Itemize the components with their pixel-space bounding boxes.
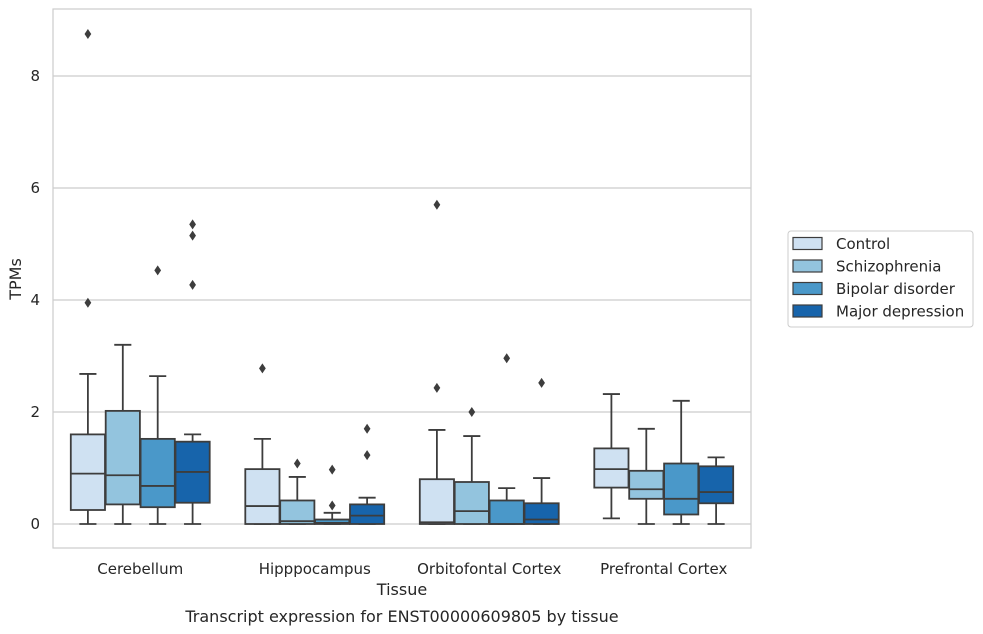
box-group: [418, 199, 455, 525]
box-group: [314, 464, 351, 525]
legend-label: Major depression: [836, 303, 964, 321]
outlier-point: [433, 199, 441, 210]
x-axis-label: Tissue: [376, 580, 427, 599]
box-group: [69, 29, 106, 525]
x-tick-label: Cerebellum: [97, 560, 183, 578]
boxes: [69, 29, 735, 525]
box-group: [104, 343, 141, 525]
box: [418, 478, 455, 525]
outlier-point: [84, 297, 92, 308]
outlier-point: [363, 450, 371, 461]
gridlines: [53, 75, 751, 525]
outlier-point: [84, 29, 92, 39]
outlier-point: [433, 382, 441, 393]
legend-label: Schizophrenia: [836, 258, 941, 276]
y-tick-label: 4: [30, 291, 40, 309]
box-group: [698, 456, 735, 525]
outlier-point: [189, 230, 196, 241]
y-axis-ticks: 0 2 4 6 8: [30, 67, 40, 533]
outlier-point: [538, 377, 545, 388]
outlier-point: [328, 464, 336, 475]
y-tick-label: 2: [30, 403, 40, 421]
box-group: [628, 427, 665, 525]
box: [453, 481, 490, 525]
y-tick-label: 8: [30, 67, 40, 85]
box: [349, 503, 386, 525]
box: [69, 433, 106, 511]
outlier-point: [189, 279, 196, 290]
box-group: [523, 377, 560, 525]
box: [139, 437, 176, 509]
outlier-point: [503, 353, 511, 364]
outlier-point: [328, 500, 336, 511]
y-tick-label: 6: [30, 179, 40, 197]
box-group: [139, 265, 176, 525]
outlier-point: [363, 423, 371, 434]
y-axis-label: TPMs: [6, 258, 25, 301]
box: [698, 465, 735, 505]
box: [244, 468, 281, 525]
legend-swatch: [792, 259, 823, 273]
box-group: [488, 353, 525, 525]
outlier-point: [189, 219, 196, 230]
box-group: [663, 399, 700, 525]
x-tick-label: Prefrontal Cortex: [600, 560, 727, 578]
box-group: [279, 458, 316, 525]
x-axis-ticks: Cerebellum Hipppocampus Orbitofontal Corte…: [97, 560, 727, 578]
box: [593, 447, 630, 489]
x-tick-label: Orbitofontal Cortex: [417, 560, 561, 578]
plot-frame: [52, 8, 752, 549]
x-tick-label: Hipppocampus: [259, 560, 371, 578]
box: [523, 502, 560, 525]
y-tick-label: 0: [30, 515, 40, 533]
box: [488, 499, 525, 525]
box-group: [453, 407, 490, 525]
legend-swatch: [792, 281, 823, 296]
legend-label: Bipolar disorder: [836, 280, 956, 298]
box: [663, 462, 700, 516]
outlier-point: [293, 458, 301, 469]
outlier-point: [154, 265, 162, 276]
box: [279, 499, 316, 525]
legend: Control Schizophrenia Bipolar disorder Majo…: [787, 230, 974, 328]
legend-swatch: [792, 236, 823, 251]
box-group: [593, 393, 630, 520]
legend-label: Control: [836, 235, 890, 253]
legend-frame: [787, 230, 974, 328]
box-group: [244, 363, 281, 525]
legend-swatch: [792, 304, 823, 318]
box: [104, 409, 141, 506]
outlier-point: [259, 363, 266, 374]
box-group: [174, 219, 211, 525]
box-group: [349, 423, 386, 525]
chart-caption: Transcript expression for ENST0000060980…: [184, 607, 618, 626]
outlier-point: [468, 407, 476, 417]
box: [628, 469, 665, 500]
